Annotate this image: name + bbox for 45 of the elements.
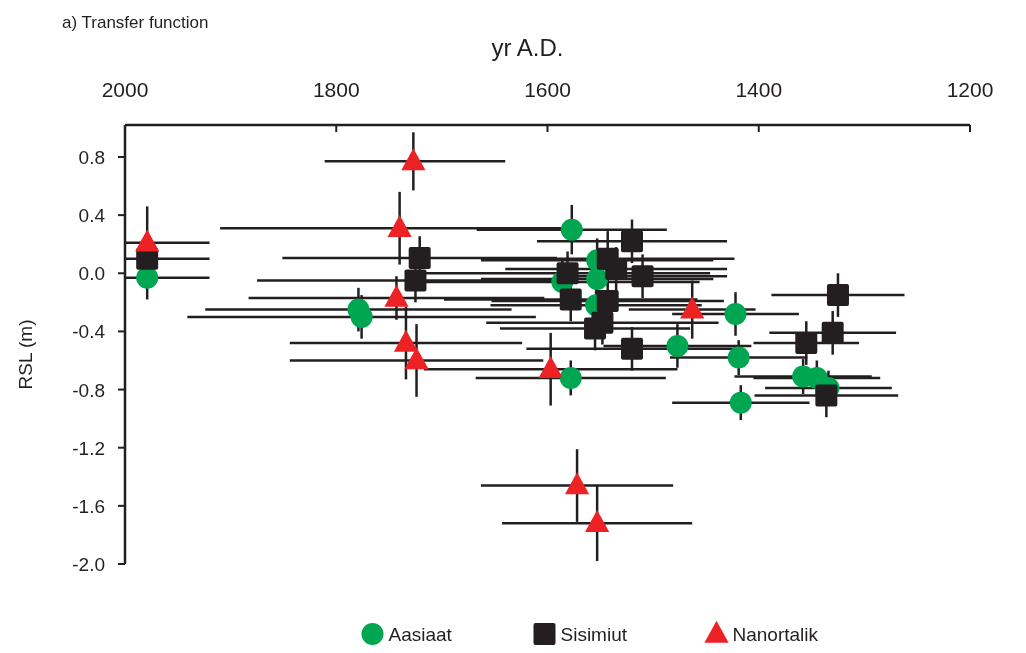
- point: [560, 218, 583, 241]
- point: [556, 262, 579, 285]
- y-tick-label: 0.4: [78, 205, 106, 227]
- point: [559, 288, 582, 311]
- chart-title: a) Transfer function: [62, 13, 209, 32]
- point: [621, 337, 643, 360]
- point: [538, 356, 563, 379]
- point: [631, 265, 654, 288]
- point: [401, 148, 426, 171]
- y-tick-label: -2.0: [72, 554, 105, 575]
- point: [795, 332, 818, 355]
- point: [586, 268, 609, 291]
- x-tick-label: 1400: [735, 78, 783, 101]
- y-tick-label: -0.4: [72, 321, 106, 343]
- legend-label: Sisimiut: [560, 624, 628, 645]
- y-tick-label: 0.8: [78, 146, 105, 168]
- point: [680, 296, 705, 319]
- x-axis-title: yr A.D.: [491, 34, 564, 61]
- point: [621, 230, 643, 253]
- point: [821, 321, 844, 344]
- point: [666, 334, 689, 357]
- point: [564, 472, 590, 495]
- point: [404, 347, 429, 370]
- y-axis-title: RSL (m): [15, 319, 36, 390]
- legend-label: Aasiaat: [388, 624, 453, 645]
- legend-label: Nanortalik: [732, 624, 819, 645]
- point: [729, 391, 752, 414]
- point: [727, 346, 750, 369]
- point: [408, 247, 431, 270]
- point: [559, 366, 582, 389]
- point: [724, 302, 747, 325]
- point: [387, 215, 412, 238]
- x-tick-label: 1200: [946, 78, 994, 101]
- point: [404, 269, 427, 292]
- point: [815, 384, 838, 407]
- point: [826, 284, 849, 307]
- y-tick-label: -1.2: [72, 437, 105, 459]
- y-tick-label: -0.8: [72, 379, 105, 401]
- x-tick-label: 1800: [312, 78, 360, 101]
- x-tick-label: 1600: [524, 78, 571, 101]
- point: [596, 289, 619, 312]
- y-tick-label: 0.0: [78, 263, 105, 285]
- x-tick-label: 2000: [101, 78, 149, 101]
- point: [585, 510, 610, 533]
- y-tick-label: -1.6: [72, 495, 105, 517]
